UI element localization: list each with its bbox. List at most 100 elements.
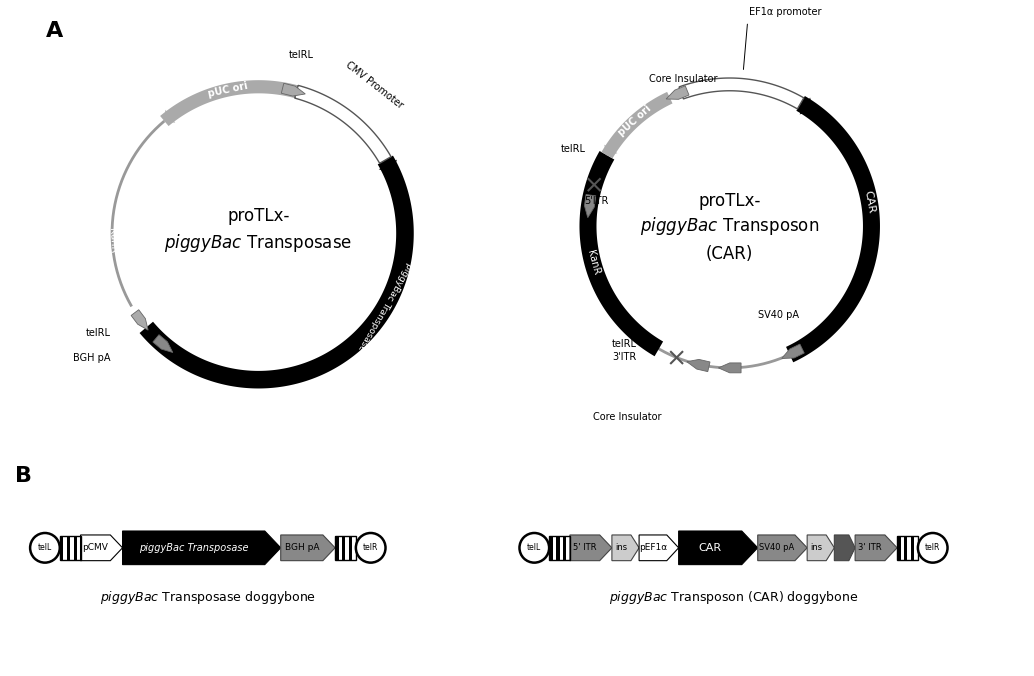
Text: telRL: telRL (290, 50, 314, 60)
Bar (559, 536, 562, 560)
Bar (60, 536, 63, 560)
Polygon shape (678, 531, 758, 564)
Text: SV40 pA: SV40 pA (758, 310, 798, 320)
Text: (CAR): (CAR) (706, 245, 754, 264)
Text: 5'ITR: 5'ITR (584, 196, 609, 206)
Text: piggyBac Transposase: piggyBac Transposase (139, 543, 248, 553)
Polygon shape (602, 92, 672, 158)
Polygon shape (153, 335, 173, 352)
Polygon shape (687, 360, 710, 372)
Bar (335, 536, 338, 560)
Text: telL: telL (527, 544, 542, 552)
Polygon shape (579, 151, 663, 356)
Bar (348, 536, 353, 560)
Bar (549, 536, 570, 560)
Text: B: B (16, 466, 32, 486)
Text: $\it{piggyBac}$ Transposase: $\it{piggyBac}$ Transposase (164, 233, 353, 254)
Bar (66, 536, 70, 560)
Bar (914, 536, 918, 560)
Polygon shape (123, 531, 280, 564)
Text: A: A (47, 21, 63, 41)
Text: ins: ins (615, 544, 628, 552)
Polygon shape (81, 535, 123, 560)
Bar (567, 536, 570, 560)
Text: KanR: KanR (584, 249, 601, 276)
Bar (70, 536, 73, 560)
Polygon shape (570, 535, 612, 560)
Text: telR: telR (925, 544, 940, 552)
Bar (338, 536, 342, 560)
Polygon shape (639, 535, 678, 560)
Bar (898, 536, 918, 560)
Text: BGH pA: BGH pA (284, 544, 320, 552)
Bar (335, 536, 356, 560)
Text: EF1α promoter: EF1α promoter (749, 7, 821, 16)
Text: pUC ori: pUC ori (616, 103, 653, 138)
Text: pEF1α: pEF1α (639, 544, 667, 552)
Circle shape (356, 533, 386, 562)
Text: proTLx-: proTLx- (699, 191, 761, 210)
Text: BGH pA: BGH pA (72, 353, 111, 363)
Text: proTLx-: proTLx- (227, 207, 290, 224)
Bar (904, 536, 908, 560)
Text: Core Insulator: Core Insulator (594, 412, 662, 422)
Text: $\it{piggyBac}$ Transposon: $\it{piggyBac}$ Transposon (640, 215, 819, 237)
Text: 3' ITR: 3' ITR (858, 544, 882, 552)
Polygon shape (295, 85, 391, 164)
Text: $\it{piggyBac}$ Transposase doggybone: $\it{piggyBac}$ Transposase doggybone (100, 589, 315, 606)
Polygon shape (584, 195, 596, 218)
Circle shape (519, 533, 549, 562)
Polygon shape (378, 160, 397, 174)
Text: Core Insulator: Core Insulator (649, 74, 718, 84)
Circle shape (918, 533, 947, 562)
Text: $\it{piggyBac}$ Transposon (CAR) doggybone: $\it{piggyBac}$ Transposon (CAR) doggybo… (609, 589, 858, 606)
Text: SV40 pA: SV40 pA (759, 544, 794, 552)
Text: pCMV: pCMV (83, 544, 109, 552)
Bar (908, 536, 911, 560)
Text: ins: ins (811, 544, 823, 552)
Polygon shape (808, 535, 834, 560)
Polygon shape (679, 78, 803, 109)
Text: CAR: CAR (862, 189, 876, 214)
Text: CAR: CAR (699, 543, 722, 553)
Text: telRL
3'ITR: telRL 3'ITR (612, 339, 637, 362)
Bar (562, 536, 567, 560)
Text: telL: telL (38, 544, 52, 552)
Polygon shape (604, 145, 617, 155)
Bar (556, 536, 559, 560)
Polygon shape (131, 310, 148, 330)
Polygon shape (786, 96, 880, 362)
Polygon shape (280, 535, 335, 560)
Text: pUC ori: pUC ori (207, 81, 249, 99)
Bar (60, 536, 81, 560)
Text: 5' ITR: 5' ITR (573, 544, 597, 552)
Polygon shape (281, 83, 305, 96)
Bar (353, 536, 356, 560)
Text: telRL: telRL (560, 144, 585, 154)
Bar (901, 536, 904, 560)
Polygon shape (612, 535, 639, 560)
Polygon shape (160, 80, 298, 126)
Bar (73, 536, 78, 560)
Bar (342, 536, 345, 560)
Circle shape (30, 533, 60, 562)
Polygon shape (164, 110, 175, 122)
Polygon shape (855, 535, 898, 560)
Polygon shape (758, 535, 808, 560)
Bar (345, 536, 348, 560)
Bar (911, 536, 914, 560)
Text: telRL: telRL (86, 328, 111, 338)
Bar (78, 536, 81, 560)
Polygon shape (799, 97, 814, 114)
Polygon shape (666, 86, 689, 99)
Polygon shape (140, 155, 414, 389)
Bar (898, 536, 901, 560)
Bar (63, 536, 66, 560)
Text: piggyBac Transposase: piggyBac Transposase (357, 261, 415, 352)
Text: CMV Promoter: CMV Promoter (343, 60, 404, 111)
Polygon shape (782, 344, 804, 358)
Polygon shape (834, 535, 855, 560)
Polygon shape (719, 363, 741, 373)
Text: telR: telR (363, 544, 378, 552)
Bar (549, 536, 552, 560)
